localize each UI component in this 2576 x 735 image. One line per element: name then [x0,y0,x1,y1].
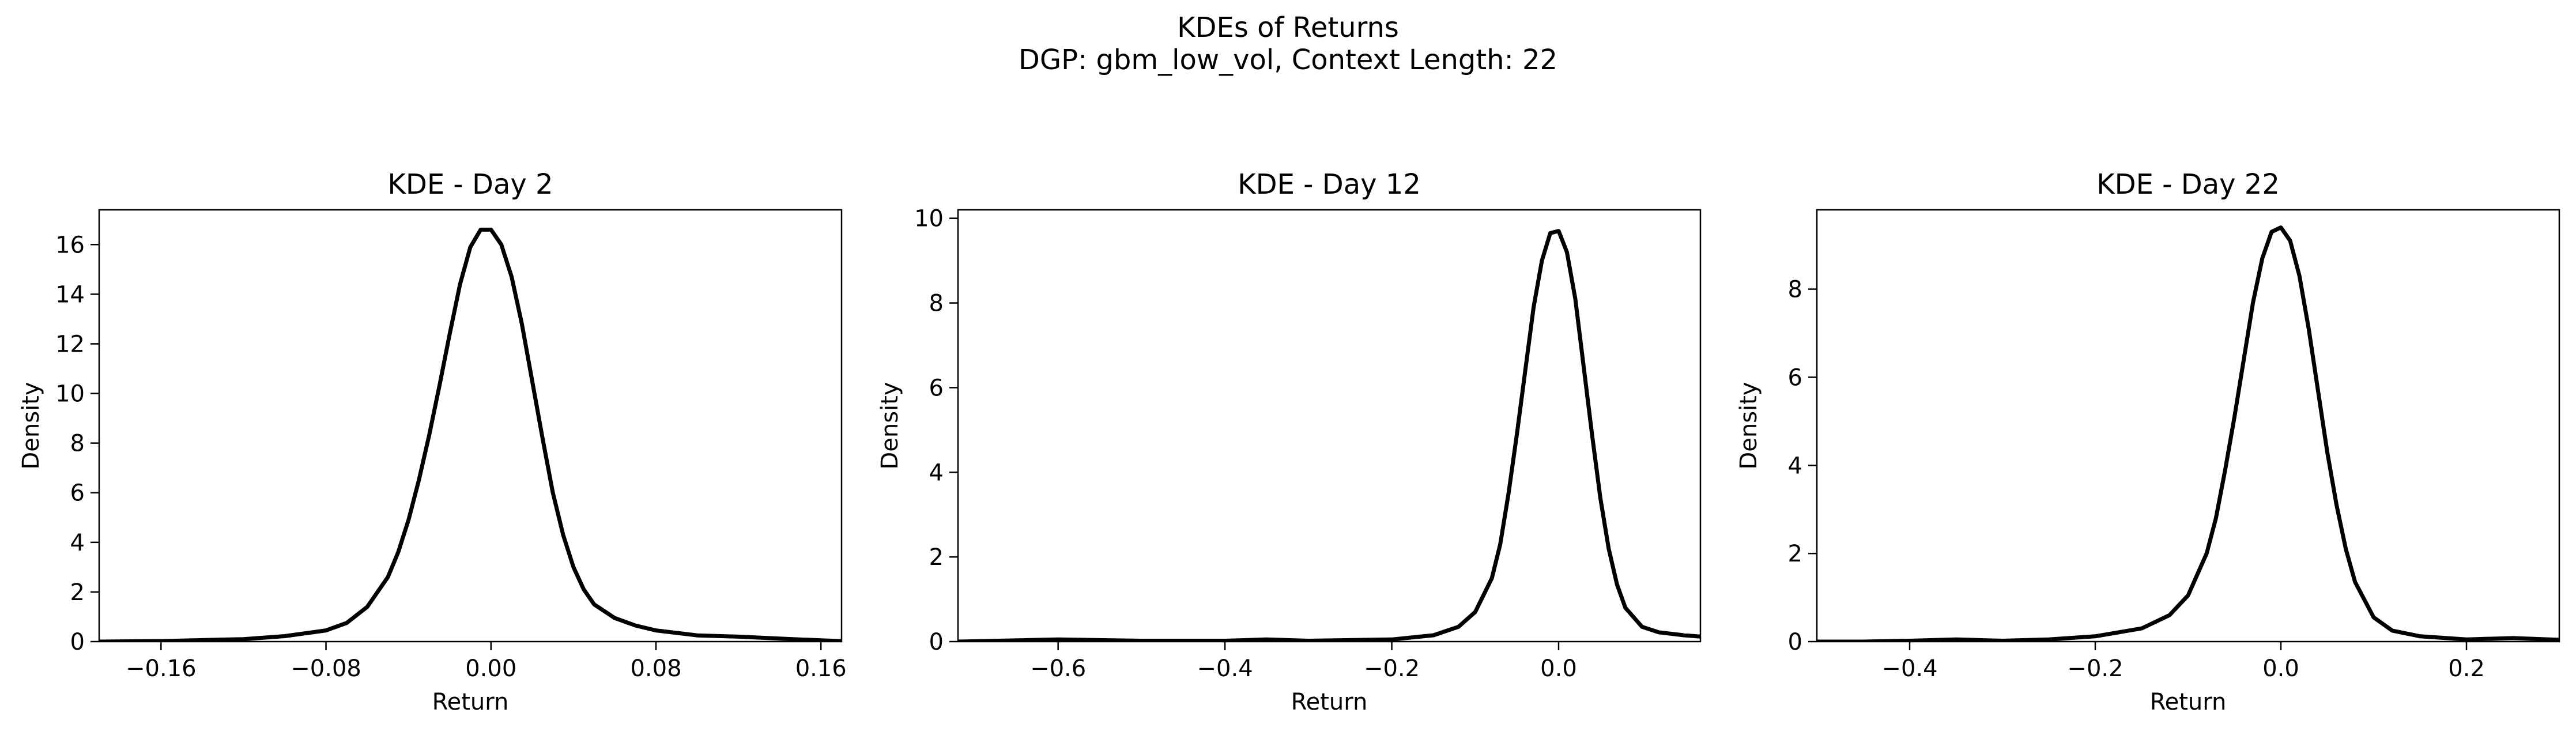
y-tick-label: 16 [55,232,85,258]
x-tick-label: −0.16 [126,655,197,682]
y-tick-label: 4 [1788,453,1802,479]
kde-panel-3: −0.4 −0.2 0.0 0.2 0 2 4 6 8 KDE - Day 22 Return Den… [1736,168,2560,715]
panel-title: KDE - Day 2 [387,168,553,201]
x-axis-label: Return [432,689,509,715]
y-tick-label: 14 [55,281,85,308]
panel-title: KDE - Day 12 [1238,168,1421,201]
x-tick-label: −0.4 [1197,655,1253,682]
y-tick-label: 0 [1788,629,1802,655]
x-tick-label: −0.6 [1030,655,1086,682]
y-tick-label: 4 [929,459,944,486]
y-tick-label: 10 [914,206,944,232]
x-tick-label: 0.08 [630,655,681,682]
x-tick-label: 0.2 [2448,655,2485,682]
x-tick-label: −0.2 [1364,655,1420,682]
y-tick-label: 8 [70,431,85,457]
kde-panel-1: −0.16 −0.08 0.00 0.08 0.16 0 2 4 6 8 10 12 14 16 KDE -… [18,168,847,715]
y-tick-label: 0 [70,629,85,655]
panel-title: KDE - Day 22 [2096,168,2280,201]
y-tick-label: 12 [55,331,85,357]
y-tick-label: 6 [70,480,85,507]
y-tick-label: 0 [929,629,944,655]
x-tick-label: −0.4 [1881,655,1937,682]
x-tick-label: 0.16 [795,655,847,682]
kde-curve [1817,225,2559,642]
y-axis-label: Density [1736,382,1762,469]
figure-title: KDEs of Returns [1177,12,1399,44]
kde-curve [99,227,842,642]
x-tick-label: 0.00 [465,655,516,682]
y-axis-label: Density [18,382,44,469]
figure-subtitle: DGP: gbm_low_vol, Context Length: 22 [1018,44,1558,76]
y-tick-label: 8 [1788,277,1802,303]
y-tick-label: 4 [70,530,85,556]
x-axis-label: Return [1291,689,1368,715]
y-tick-label: 10 [55,381,85,408]
y-tick-label: 2 [1788,541,1802,567]
x-tick-label: 0.0 [2262,655,2299,682]
x-tick-label: 0.0 [1540,655,1577,682]
y-tick-label: 2 [70,579,85,606]
y-axis-label: Density [877,382,903,469]
axes-frame [98,209,843,643]
x-tick-label: −0.08 [291,655,361,682]
x-tick-label: −0.2 [2067,655,2123,682]
y-tick-label: 6 [1788,364,1802,391]
kde-panel-2: −0.6 −0.4 −0.2 0.0 0 2 4 6 8 10 KDE - Day 12 Return… [877,168,1702,715]
axes-frame [1816,209,2560,643]
axes-frame [957,209,1702,643]
y-tick-label: 2 [929,544,944,571]
kde-curve [958,229,1700,642]
y-tick-label: 6 [929,375,944,401]
x-axis-label: Return [2150,689,2227,715]
y-tick-label: 8 [929,291,944,317]
